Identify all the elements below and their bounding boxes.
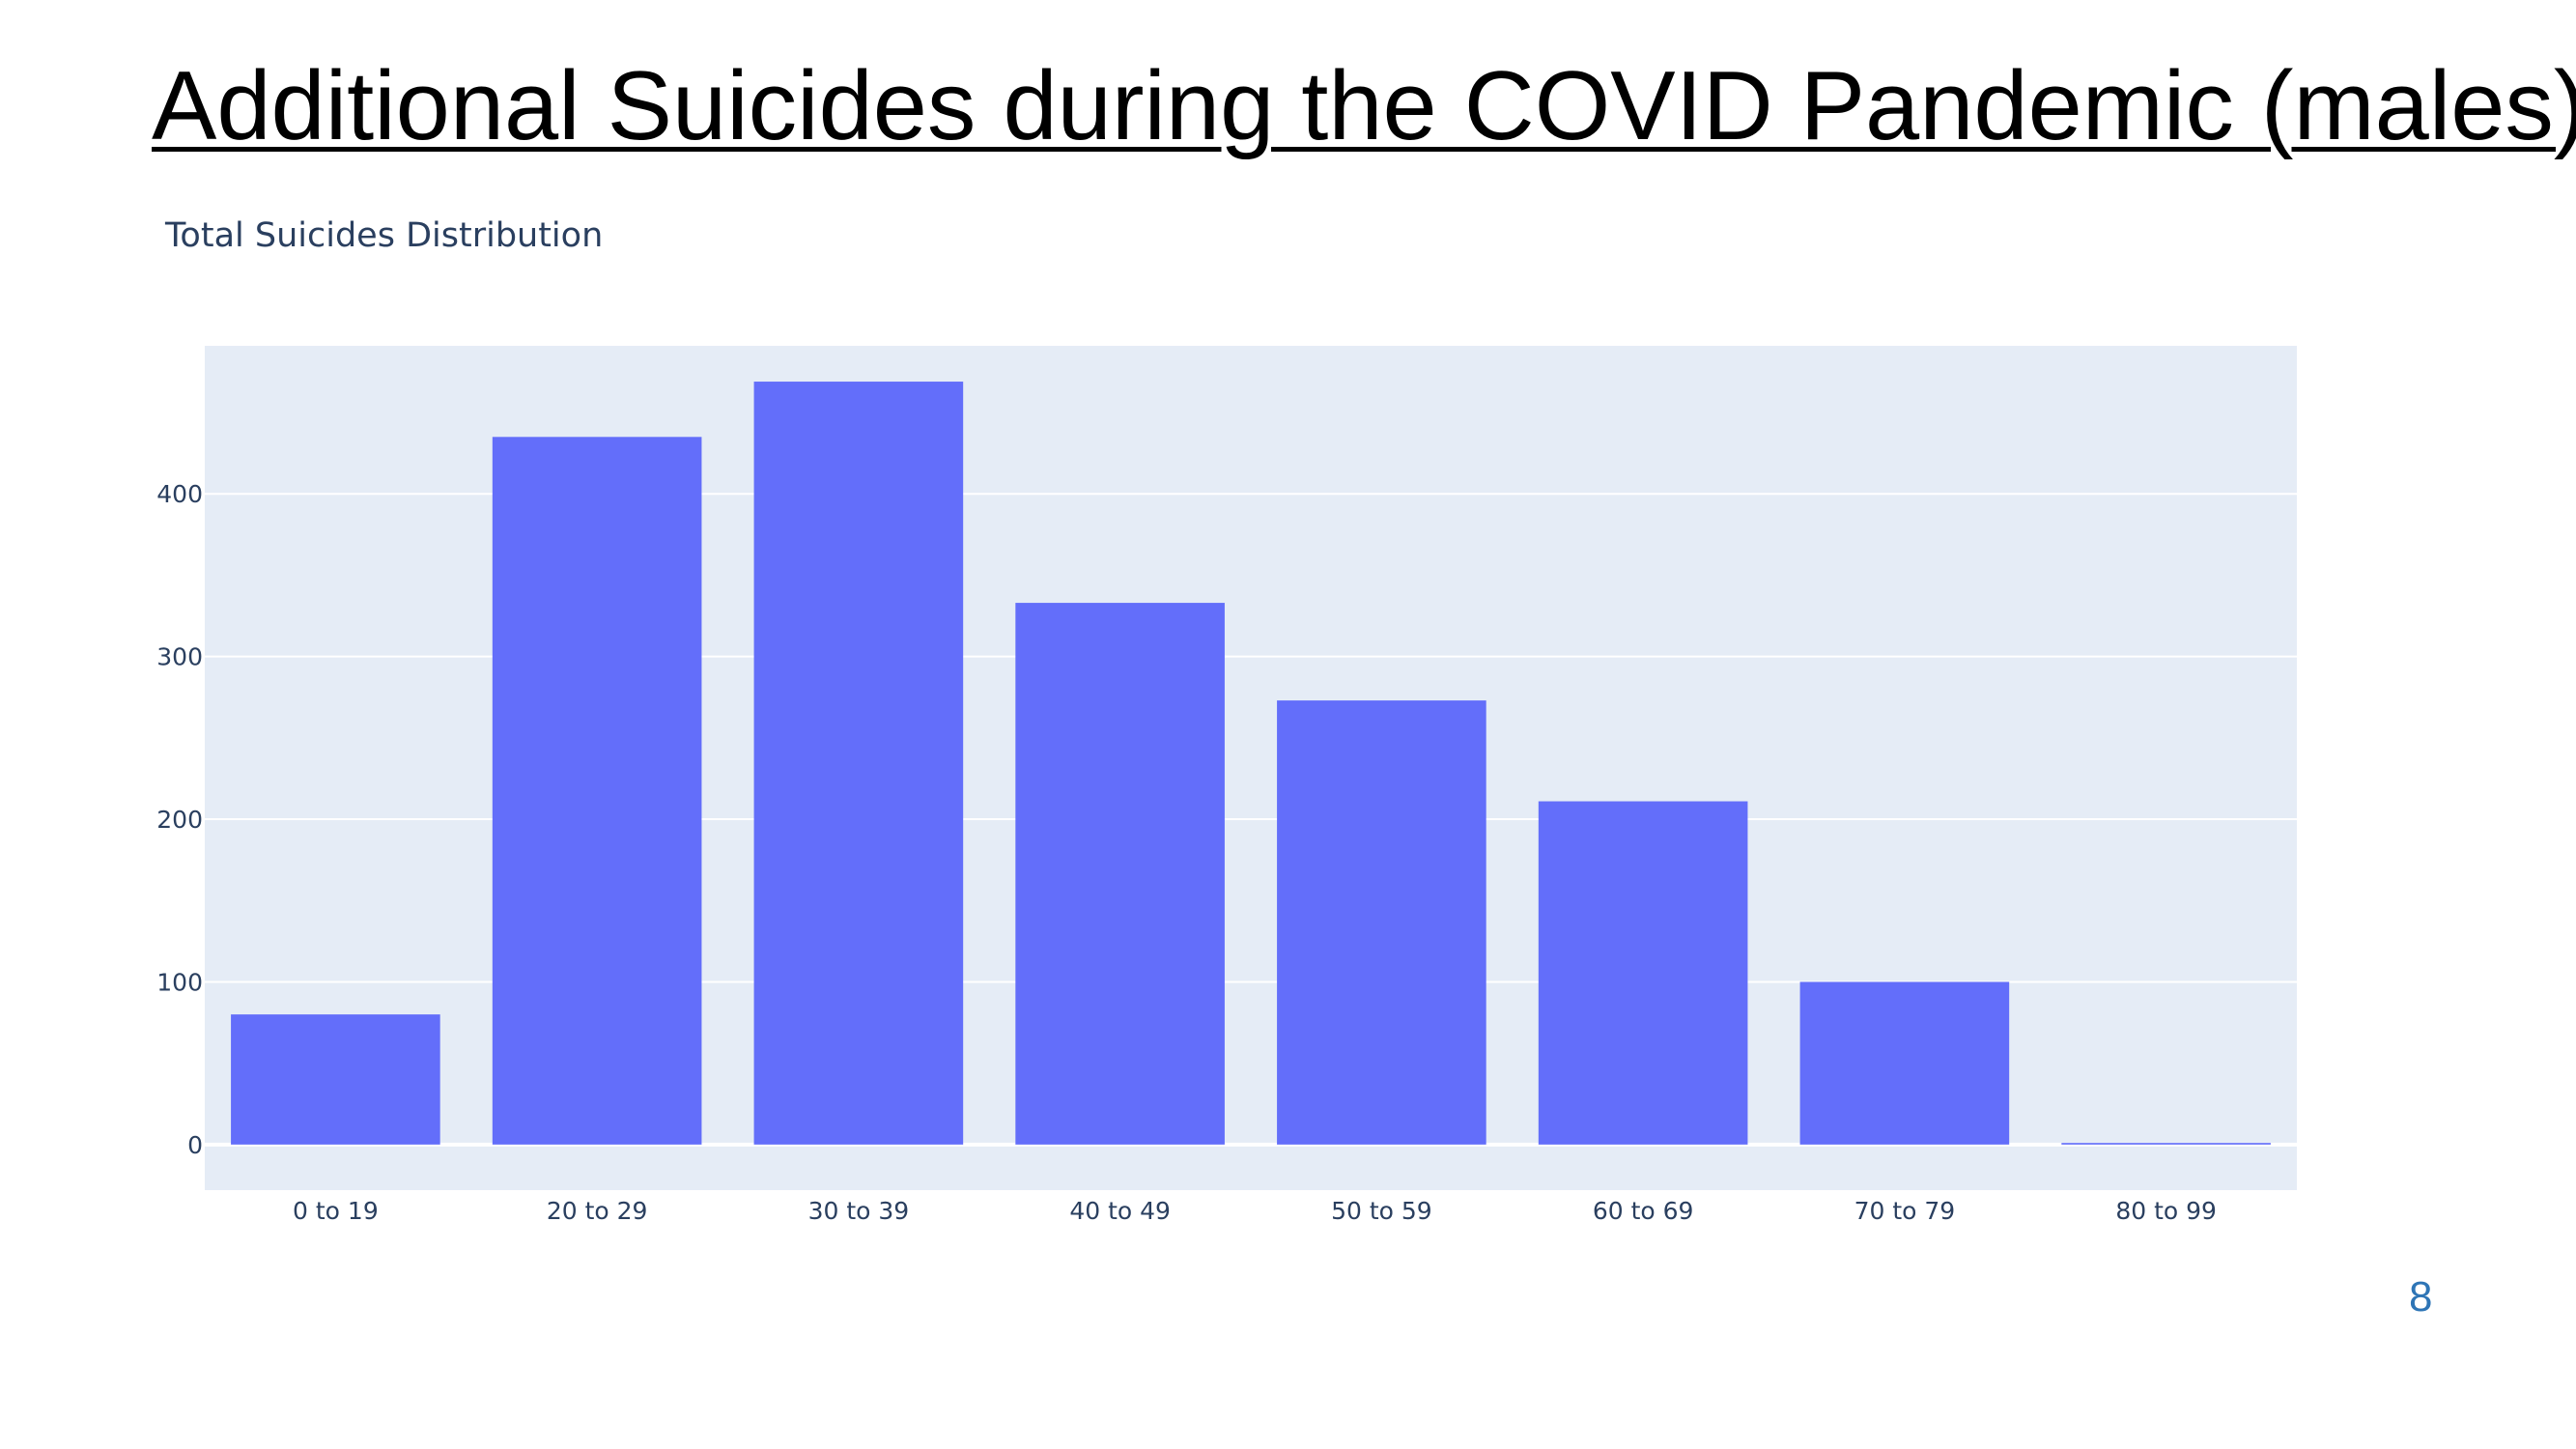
x-axis-ticks: 0 to 19 20 to 29 30 to 39 40 to 49 50 to 59 6… bbox=[293, 1197, 2217, 1225]
y-tick-label: 200 bbox=[156, 806, 203, 834]
y-tick-label: 0 bbox=[187, 1131, 203, 1159]
x-tick-label: 70 to 79 bbox=[1854, 1197, 1956, 1225]
x-tick-label: 50 to 59 bbox=[1331, 1197, 1432, 1225]
x-tick-label: 80 to 99 bbox=[2115, 1197, 2217, 1225]
bar-50-to-59 bbox=[1277, 700, 1486, 1145]
y-axis-ticks: 0 100 200 300 400 bbox=[156, 480, 203, 1159]
x-tick-label: 0 to 19 bbox=[293, 1197, 379, 1225]
bar-30-to-39 bbox=[753, 382, 964, 1145]
x-tick-label: 60 to 69 bbox=[1593, 1197, 1694, 1225]
page-number: 8 bbox=[2409, 1273, 2433, 1321]
bar-0-to-19 bbox=[231, 1014, 440, 1145]
y-tick-label: 300 bbox=[156, 643, 203, 671]
x-tick-label: 20 to 29 bbox=[547, 1197, 648, 1225]
y-tick-label: 100 bbox=[156, 968, 203, 996]
bar-40-to-49 bbox=[1015, 603, 1225, 1145]
bar-60-to-69 bbox=[1538, 801, 1748, 1145]
bars bbox=[231, 382, 2271, 1145]
x-tick-label: 40 to 49 bbox=[1069, 1197, 1171, 1225]
y-tick-label: 400 bbox=[156, 480, 203, 508]
bar-20-to-29 bbox=[492, 437, 702, 1145]
chart-title: Total Suicides Distribution bbox=[164, 216, 603, 255]
bar-70-to-79 bbox=[1799, 981, 2010, 1145]
bar-80-to-99 bbox=[2061, 1143, 2271, 1145]
x-tick-label: 30 to 39 bbox=[808, 1197, 910, 1225]
slide-title: Additional Suicides during the COVID Pan… bbox=[152, 52, 2576, 160]
